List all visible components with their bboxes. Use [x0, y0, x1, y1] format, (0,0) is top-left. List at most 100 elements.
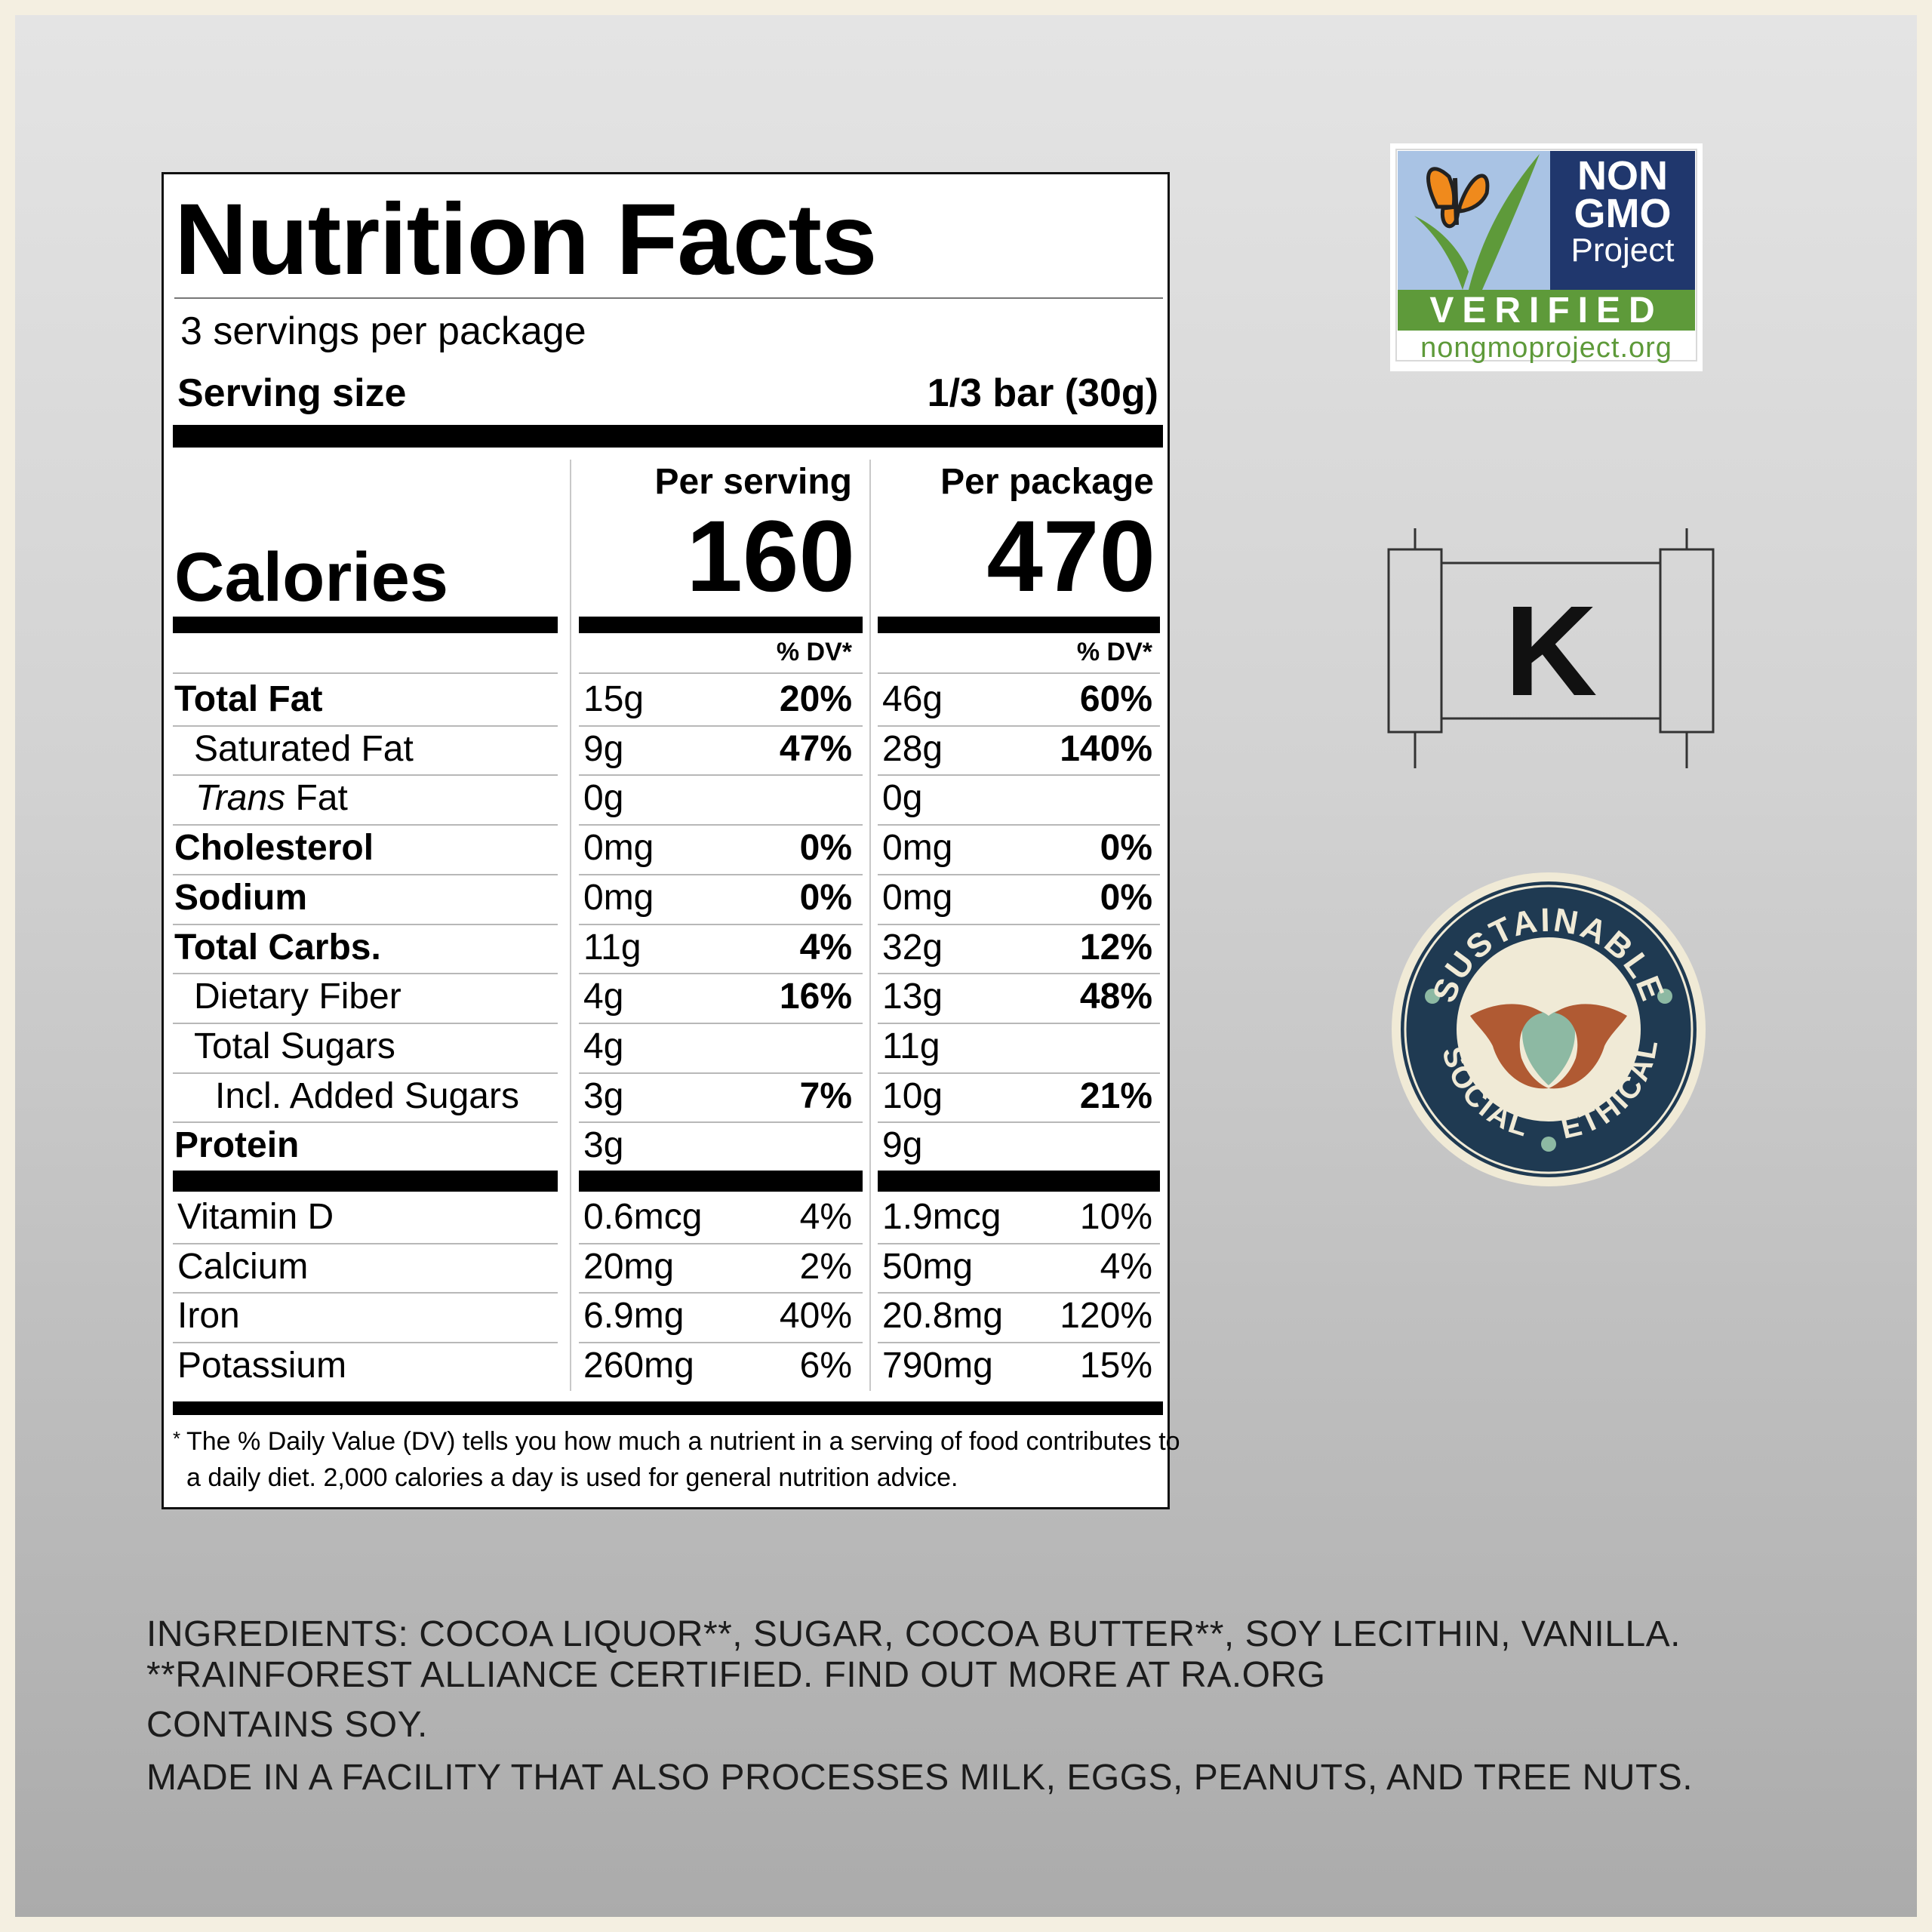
non-gmo-line-1: NON — [1577, 153, 1668, 198]
amount-per-package: 20.8mg — [882, 1296, 1004, 1337]
nutrition-title: Nutrition Facts — [174, 183, 877, 296]
dv-per-serving: 40% — [779, 1296, 852, 1337]
footnote-star: * — [173, 1427, 181, 1450]
dv-per-package: 0% — [1100, 877, 1152, 918]
dv-per-package: 10% — [1079, 1197, 1152, 1237]
amount-per-serving: 3g — [583, 1125, 624, 1166]
row-rule — [579, 672, 863, 674]
amount-per-package: 11g — [882, 1026, 940, 1066]
dv-per-package: 15% — [1079, 1346, 1152, 1386]
amount-per-package: 0mg — [882, 877, 953, 918]
row-rule — [878, 1022, 1160, 1024]
thick-divider — [173, 1401, 1163, 1415]
row-rule — [173, 724, 558, 727]
thick-divider — [173, 617, 558, 633]
row-rule — [173, 1022, 558, 1024]
non-gmo-text: NON GMO — [1550, 153, 1695, 236]
dv-per-package: 0% — [1100, 828, 1152, 869]
ingredients-line-2: **RAINFOREST ALLIANCE CERTIFIED. FIND OU… — [146, 1655, 1326, 1695]
nutrition-facts-panel: Nutrition Facts 3 servings per package S… — [162, 172, 1180, 1509]
row-rule — [579, 824, 863, 826]
nutrient-label: Vitamin D — [177, 1197, 334, 1237]
dv-per-package: 60% — [1079, 679, 1152, 719]
column-divider — [869, 460, 871, 1391]
row-rule — [173, 1292, 558, 1294]
row-rule — [579, 1292, 863, 1294]
row-rule — [878, 973, 1160, 975]
dv-per-package: 4% — [1100, 1246, 1152, 1287]
nutrient-label-rest: Fat — [285, 778, 348, 819]
non-gmo-line-2: GMO — [1574, 191, 1672, 236]
amount-per-package: 790mg — [882, 1346, 993, 1386]
amount-per-package: 0g — [882, 778, 923, 819]
row-rule — [579, 1121, 863, 1124]
dv-per-serving: 4% — [799, 927, 852, 968]
row-rule — [878, 672, 1160, 674]
row-rule — [878, 724, 1160, 727]
nutrient-label: Trans Fat — [195, 780, 348, 817]
row-rule — [173, 672, 558, 674]
amount-per-package: 13g — [882, 977, 943, 1017]
dv-per-package: 12% — [1079, 927, 1152, 968]
dv-per-serving: 2% — [799, 1246, 852, 1287]
amount-per-package: 32g — [882, 927, 943, 968]
row-rule — [878, 1072, 1160, 1074]
row-rule — [878, 873, 1160, 875]
amount-per-package: 0mg — [882, 828, 953, 869]
row-rule — [173, 824, 558, 826]
amount-per-package: 46g — [882, 679, 943, 719]
ingredients-line-1: INGREDIENTS: COCOA LIQUOR**, SUGAR, COCO… — [146, 1614, 1681, 1654]
thick-divider — [173, 425, 1163, 448]
row-rule — [173, 1242, 558, 1244]
divider — [174, 297, 1163, 299]
row-rule — [579, 1022, 863, 1024]
dv-per-package: 140% — [1060, 728, 1152, 769]
amount-per-serving: 11g — [583, 927, 641, 968]
kosher-symbol: K — [1386, 528, 1715, 770]
calories-per-serving: 160 — [686, 500, 855, 613]
nutrient-label: Iron — [177, 1296, 240, 1337]
dv-header-serving: % DV* — [776, 638, 852, 666]
thick-divider — [579, 617, 863, 633]
nutrient-label: Incl. Added Sugars — [215, 1075, 519, 1116]
row-rule — [173, 973, 558, 975]
amount-per-package: 50mg — [882, 1246, 974, 1287]
amount-per-package: 10g — [882, 1075, 943, 1116]
amount-per-serving: 6.9mg — [583, 1296, 685, 1337]
dv-per-package: 21% — [1079, 1075, 1152, 1116]
row-rule — [173, 1342, 558, 1344]
amount-per-package: 28g — [882, 728, 943, 769]
amount-per-serving: 15g — [583, 679, 645, 719]
nutrient-label: Total Fat — [174, 679, 323, 719]
dv-per-serving: 47% — [779, 728, 852, 769]
row-rule — [579, 873, 863, 875]
row-rule — [579, 1242, 863, 1244]
amount-per-serving: 9g — [583, 728, 624, 769]
dv-per-serving: 4% — [799, 1197, 852, 1237]
row-rule — [878, 1242, 1160, 1244]
kosher-letter: K — [1504, 580, 1598, 723]
calories-per-package: 470 — [986, 500, 1155, 613]
verified-text: VERIFIED — [1429, 291, 1663, 331]
amount-per-serving: 260mg — [583, 1346, 694, 1386]
row-rule — [173, 774, 558, 777]
non-gmo-project: Project — [1571, 232, 1675, 269]
dv-per-serving: 0% — [799, 828, 852, 869]
non-gmo-project-verified-logo: NON GMO Project VERIFIED nongmoproject.o… — [1390, 143, 1703, 371]
row-rule — [878, 1342, 1160, 1344]
dv-per-serving: 20% — [779, 679, 852, 719]
nutrient-label: Total Carbs. — [174, 927, 381, 968]
allergen-statement: CONTAINS SOY. — [146, 1705, 428, 1745]
amount-per-serving: 0g — [583, 778, 624, 819]
footnote-line-2: a daily diet. 2,000 calories a day is us… — [186, 1463, 958, 1492]
dv-per-serving: 16% — [779, 977, 852, 1017]
servings-per-package: 3 servings per package — [180, 309, 586, 353]
nutrient-label: Saturated Fat — [194, 728, 414, 769]
dv-per-package: 48% — [1079, 977, 1152, 1017]
facility-statement: MADE IN A FACILITY THAT ALSO PROCESSES M… — [146, 1758, 1694, 1798]
dv-per-serving: 6% — [799, 1346, 852, 1386]
nutrient-label: Potassium — [177, 1346, 347, 1386]
per-package-header: Per package — [940, 462, 1154, 502]
nutrient-label-italic: Trans — [195, 778, 286, 819]
row-rule — [173, 1072, 558, 1074]
